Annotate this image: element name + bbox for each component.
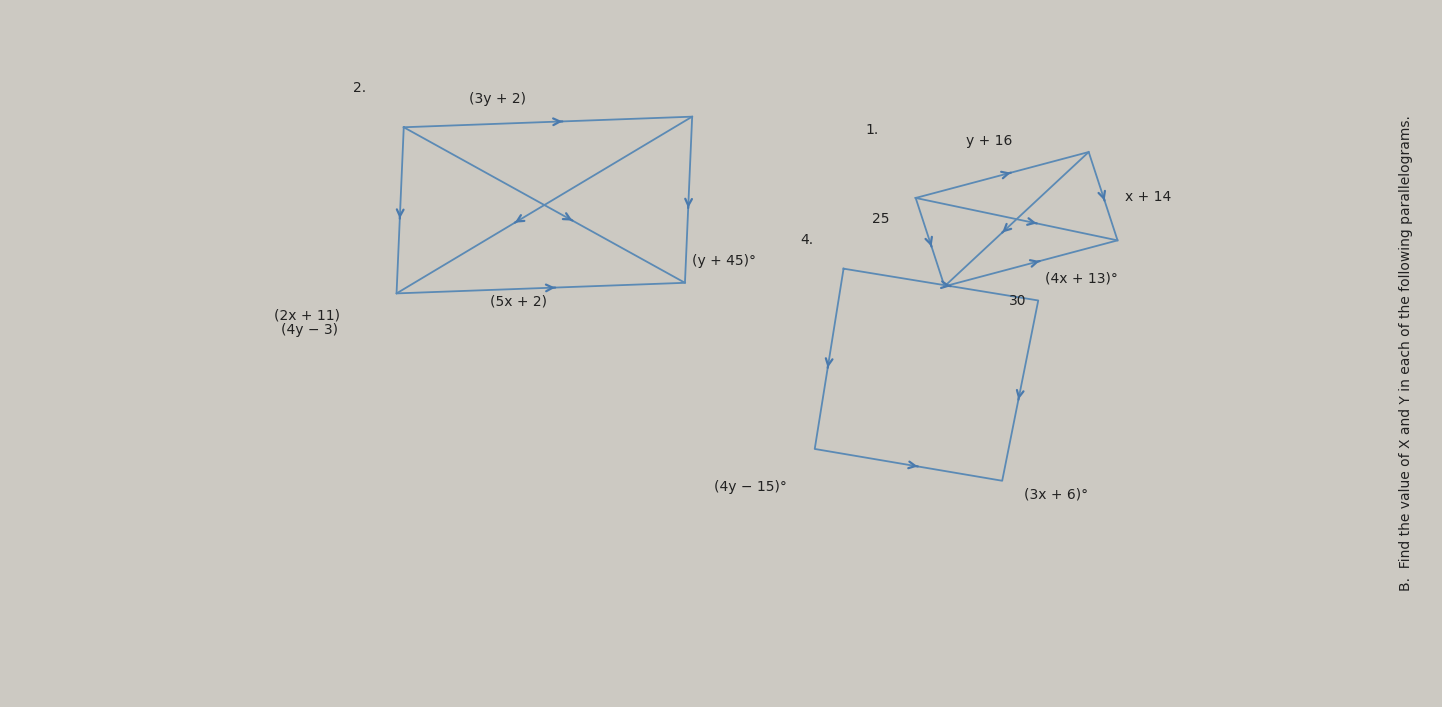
Text: (4y − 3): (4y − 3) <box>281 323 339 337</box>
Text: B.  Find the value of X and Y in each of the following parallelograms.: B. Find the value of X and Y in each of … <box>1399 115 1413 592</box>
Text: 4.: 4. <box>800 233 813 247</box>
Text: (4y − 15)°: (4y − 15)° <box>714 480 787 494</box>
Text: y + 16: y + 16 <box>966 134 1012 148</box>
Text: (4x + 13)°: (4x + 13)° <box>1045 271 1119 286</box>
Text: 1.: 1. <box>865 123 878 137</box>
Text: (3x + 6)°: (3x + 6)° <box>1024 487 1087 501</box>
Text: (2x + 11): (2x + 11) <box>274 308 340 322</box>
Text: x + 14: x + 14 <box>1125 190 1171 204</box>
Text: (3y + 2): (3y + 2) <box>469 91 526 105</box>
Text: (y + 45)°: (y + 45)° <box>692 254 756 268</box>
Text: 25: 25 <box>872 211 890 226</box>
Text: (5x + 2): (5x + 2) <box>490 294 548 308</box>
Text: 30: 30 <box>1009 294 1027 308</box>
Text: 2.: 2. <box>353 81 366 95</box>
